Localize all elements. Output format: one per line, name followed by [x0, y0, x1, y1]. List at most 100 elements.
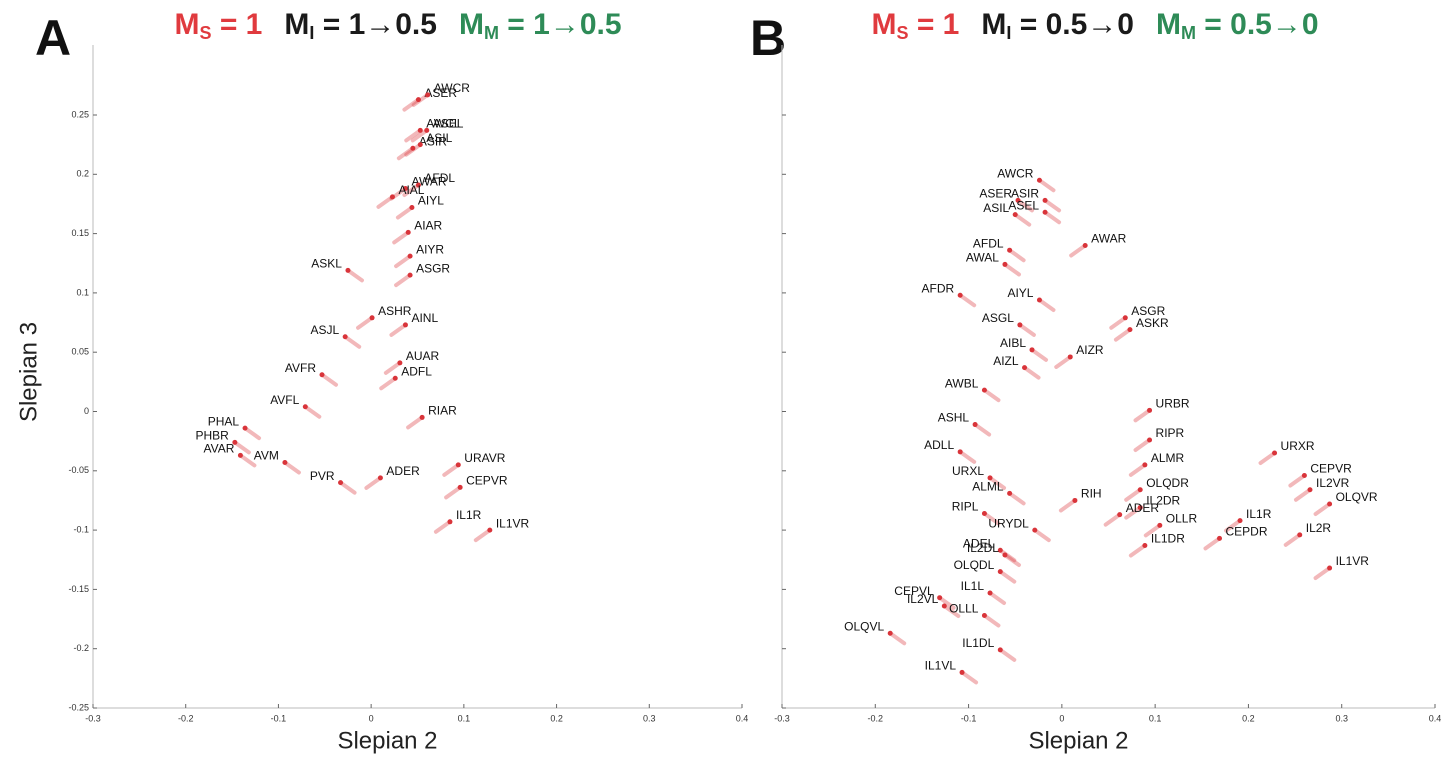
title-subscript: I [309, 23, 314, 43]
trajectory [383, 360, 402, 375]
trajectory [1283, 532, 1302, 547]
trajectory [1037, 178, 1056, 193]
node-label: URYDL [988, 516, 1029, 530]
trajectory [394, 273, 413, 288]
node-label: RIPR [1156, 426, 1185, 440]
trajectory [960, 670, 979, 685]
y-axis-label: Slepian 3 [15, 322, 42, 422]
trajectory [998, 647, 1017, 662]
node [282, 459, 288, 465]
y-tick-label: 0.25 [71, 109, 89, 119]
node [937, 595, 943, 601]
node [409, 205, 415, 211]
node-label: AWCL [426, 117, 461, 131]
node-label: OLQDL [954, 558, 995, 572]
node [941, 603, 947, 609]
title-symbol: M [981, 8, 1006, 41]
trajectory [232, 440, 251, 455]
node-label: IL1L [961, 579, 985, 593]
trajectory [404, 142, 423, 157]
node [997, 569, 1003, 575]
trajectory [937, 595, 956, 610]
node [487, 527, 493, 533]
node [424, 127, 430, 133]
trajectory [410, 128, 429, 143]
title-subscript: M [1181, 23, 1196, 43]
node [1002, 552, 1008, 558]
x-tick-label: 0.4 [736, 713, 749, 723]
node [1032, 527, 1038, 533]
node [1157, 522, 1163, 528]
node-label: IL1R [456, 508, 482, 522]
trajectory [379, 376, 398, 391]
trajectory [473, 528, 492, 543]
trajectory [356, 315, 375, 330]
node [1327, 565, 1333, 571]
x-tick-label: 0.3 [1335, 713, 1348, 723]
node [1127, 327, 1133, 333]
node [1067, 354, 1073, 360]
trajectory [982, 511, 1001, 526]
node-label: IL1R [1246, 507, 1272, 521]
panel-label: A [35, 10, 71, 66]
node [1007, 490, 1013, 496]
x-tick-label: 0.2 [550, 713, 563, 723]
node-label: PVR [310, 469, 335, 483]
node [455, 462, 461, 468]
node [402, 322, 408, 328]
title-rest: = 1 [211, 8, 262, 41]
node [338, 480, 344, 486]
node-label: AVM [254, 449, 279, 463]
trajectory [345, 268, 364, 283]
title-rest: = 1→0.5 [314, 8, 437, 41]
node-label: CEPDR [1226, 525, 1268, 539]
trajectory [1133, 437, 1152, 452]
trajectory [1203, 536, 1222, 551]
x-tick-label: -0.1 [961, 713, 977, 723]
trajectory [1124, 505, 1143, 520]
trajectory [1002, 553, 1021, 568]
trajectory [392, 230, 411, 245]
node [392, 375, 398, 381]
node [1017, 322, 1023, 328]
x-tick-label: -0.2 [868, 713, 884, 723]
node [1036, 177, 1042, 183]
trajectory [1109, 315, 1128, 330]
node [1297, 532, 1303, 538]
trajectory [1113, 327, 1132, 342]
node [959, 669, 965, 675]
node-label: ADER [386, 464, 420, 478]
node [415, 97, 421, 103]
node-label: AWCR [997, 166, 1034, 180]
trajectory [1043, 198, 1062, 213]
node [1015, 197, 1021, 203]
node [1082, 242, 1088, 248]
trajectory [982, 613, 1001, 628]
node-label: AFDL [424, 171, 455, 185]
title-symbol: M [174, 8, 199, 41]
x-axis-label: Slepian 2 [1028, 727, 1128, 754]
trajectory [973, 422, 992, 437]
node-label: AVFL [270, 393, 299, 407]
title-symbol: M [284, 8, 309, 41]
node [1117, 512, 1123, 518]
title-rest: = 0.5→0 [1011, 8, 1134, 41]
node [981, 387, 987, 393]
trajectory [1058, 498, 1077, 513]
trajectory [1128, 543, 1147, 558]
node [1036, 297, 1042, 303]
node-label: IL1DR [1151, 532, 1185, 546]
trajectory [395, 205, 414, 220]
node [242, 425, 248, 431]
trajectory [1054, 354, 1073, 369]
trajectory [1143, 523, 1162, 538]
trajectory [343, 334, 362, 349]
node-label: ASIR [419, 134, 447, 148]
trajectory [1030, 347, 1049, 362]
node-label: AIYR [416, 242, 444, 256]
node-label: CEPVR [1310, 462, 1352, 476]
node-label: AIYL [418, 194, 444, 208]
node-label: ASIR [1011, 187, 1039, 201]
node-label: PHBR [196, 429, 230, 443]
